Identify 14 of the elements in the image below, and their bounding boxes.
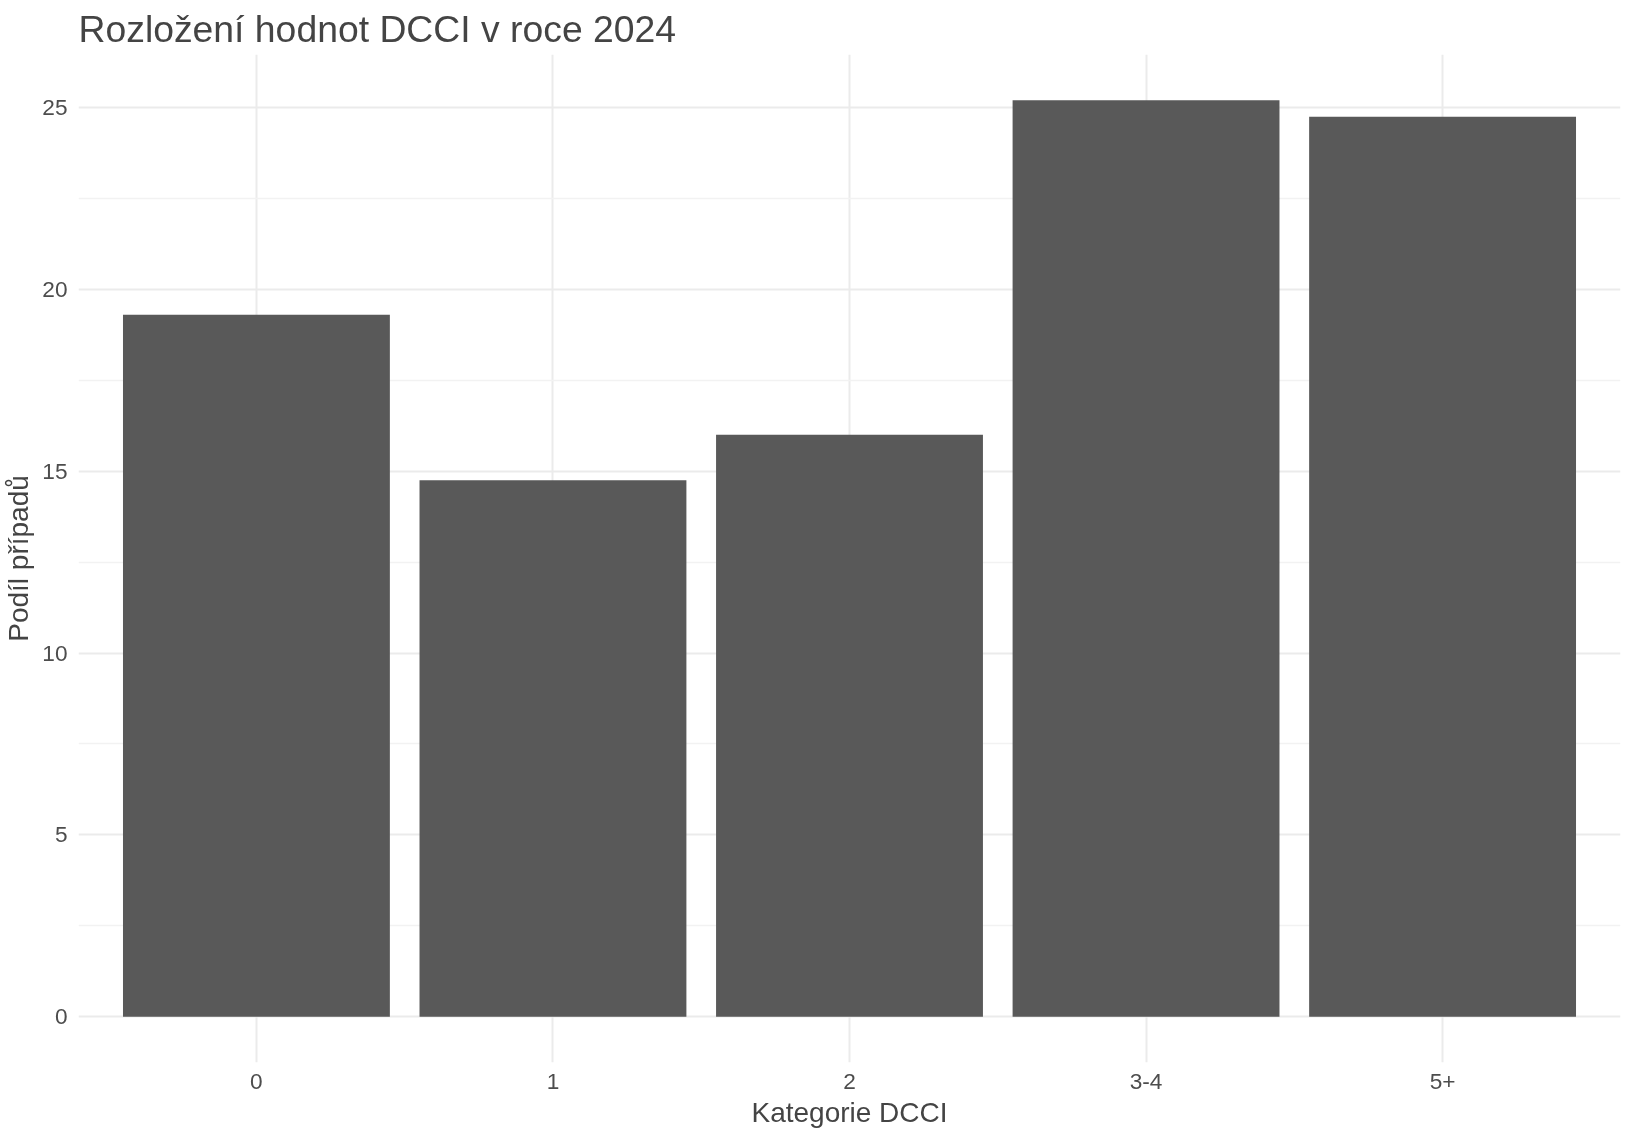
x-tick-label: 1: [546, 1067, 560, 1094]
y-tick-label: 15: [42, 457, 68, 484]
x-tick-label: 5+: [1429, 1067, 1456, 1094]
y-tick-label: 20: [42, 275, 68, 302]
x-tick-label: 2: [843, 1067, 856, 1094]
chart-title: Rozložení hodnot DCCI v roce 2024: [78, 7, 677, 50]
x-axis-title: Kategorie DCCI: [751, 1096, 948, 1128]
y-tick-label: 25: [42, 94, 68, 121]
x-tick-label: 0: [250, 1067, 263, 1094]
x-tick-label: 3-4: [1129, 1067, 1163, 1094]
y-tick-label: 5: [54, 821, 68, 848]
y-axis-title: Podíl případů: [3, 475, 35, 642]
y-tick-label: 10: [42, 639, 68, 666]
y-tick-label: 0: [54, 1003, 68, 1030]
